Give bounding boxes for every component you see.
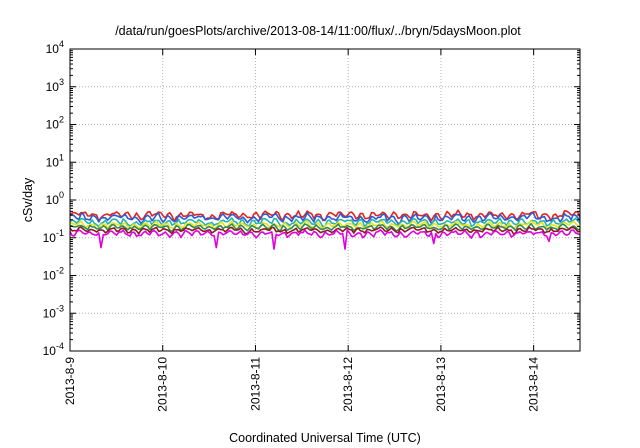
x-tick-label: 2013-8-10 <box>156 357 170 412</box>
x-tick-label: 2013-8-11 <box>248 357 262 411</box>
series-line <box>69 222 581 232</box>
series-line <box>69 220 581 230</box>
series-group <box>69 209 581 250</box>
x-tick-label: 2013-8-12 <box>341 357 355 412</box>
grid <box>70 49 580 351</box>
series-line <box>69 229 581 250</box>
series-line <box>69 226 581 235</box>
x-axis-label: Coordinated Universal Time (UTC) <box>229 431 421 445</box>
x-tick-label: 2013-8-14 <box>527 357 541 412</box>
x-axis: 2013-8-9 2013-8-10 2013-8-11 2013-8-12 2013-… <box>63 49 541 412</box>
x-tick-label: 2013-8-9 <box>63 357 77 405</box>
chart-title: /data/run/goesPlots/archive/2013-08-14/1… <box>115 24 521 38</box>
y-axis-label: cSv/day <box>21 177 35 222</box>
x-tick-label: 2013-8-13 <box>434 357 448 412</box>
series-line <box>69 212 581 225</box>
